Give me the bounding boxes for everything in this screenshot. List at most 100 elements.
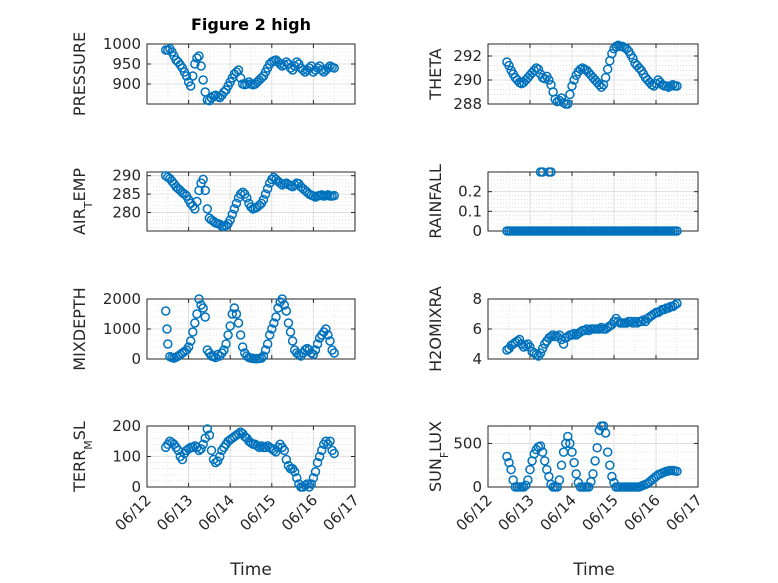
y-axis-label-theta: THETA [426, 48, 445, 100]
data-point [185, 336, 196, 346]
data-point [225, 215, 235, 225]
y-tick-label: 0 [131, 478, 141, 496]
data-point [177, 454, 188, 465]
y-tick-label: 0 [472, 222, 482, 240]
data-point [227, 209, 238, 220]
series-markers [160, 424, 339, 492]
data-point [300, 480, 310, 491]
data-point [267, 174, 277, 185]
data-point [569, 328, 579, 339]
data-point [323, 330, 333, 340]
y-axis-label-subscript: T [82, 201, 95, 209]
y-axis-label-air-temp: AIRTEMP [70, 168, 95, 235]
data-point [329, 190, 339, 201]
data-point [283, 318, 294, 328]
data-point [523, 475, 533, 485]
data-point [198, 303, 208, 313]
data-point [206, 445, 217, 456]
data-point [188, 71, 198, 81]
data-point [306, 479, 317, 489]
y-tick-label: 1000 [103, 35, 141, 53]
data-point [314, 451, 325, 462]
data-point [546, 167, 556, 177]
data-point [308, 473, 319, 483]
y-tick-label: 900 [112, 75, 141, 93]
data-point [196, 444, 206, 454]
y-axis-label-tail: LUX [426, 421, 445, 452]
data-point [558, 339, 569, 349]
data-point [279, 445, 290, 456]
y-tick-label: 1000 [103, 320, 141, 338]
data-point [325, 336, 335, 346]
data-point [204, 430, 215, 440]
data-point [514, 334, 525, 345]
data-point [325, 436, 335, 446]
data-point [260, 189, 271, 199]
data-point [200, 312, 210, 322]
data-point [594, 80, 605, 90]
data-point [235, 330, 246, 340]
series-markers [160, 44, 339, 106]
data-point [221, 339, 231, 349]
y-tick-label: 4 [472, 350, 482, 368]
y-tick-label: 0 [131, 350, 141, 368]
data-point [502, 451, 512, 462]
y-axis-label-sun-flux: SUNFLUX [426, 421, 451, 492]
data-point [600, 428, 611, 438]
data-point [539, 74, 550, 84]
data-point [323, 63, 333, 73]
data-point [223, 330, 233, 340]
axes-box [146, 43, 356, 105]
data-point [672, 466, 682, 477]
data-point [567, 330, 577, 340]
data-point [329, 63, 339, 73]
data-point [264, 330, 275, 340]
data-point [607, 48, 617, 59]
y-axis-label-mixdepth: MIXDEPTH [70, 287, 89, 370]
data-point [233, 318, 244, 328]
y-axis-label-tail: EMP [70, 168, 89, 202]
data-point [294, 349, 304, 360]
y-tick-label: 0 [472, 478, 482, 496]
data-point [225, 321, 235, 331]
y-tick-label: 285 [112, 185, 141, 203]
data-point [672, 81, 682, 91]
axes-box [487, 43, 699, 105]
data-point [242, 193, 252, 203]
subplot-theta: 288 290 292 THETA [426, 40, 699, 113]
data-point [229, 303, 240, 313]
data-point [316, 445, 327, 456]
data-point [188, 327, 198, 337]
y-tick-label: 290 [112, 167, 141, 185]
series-markers [502, 421, 682, 492]
y-tick-label: 2000 [103, 290, 141, 308]
data-point [584, 482, 594, 492]
y-tick-label: 0.1 [458, 202, 482, 220]
data-point [196, 61, 206, 71]
data-point [521, 480, 531, 491]
data-point [565, 438, 575, 449]
data-point [190, 59, 200, 69]
data-point [329, 448, 339, 459]
y-axis-label-main: THETA [426, 48, 445, 100]
data-point [525, 464, 535, 475]
y-axis-label-subscript: F [438, 452, 451, 458]
data-point [596, 82, 607, 92]
y-tick-label: 8 [472, 290, 482, 308]
y-axis-label-terr-msl: TERRMSL [70, 421, 95, 493]
data-point [535, 441, 546, 451]
data-point [550, 94, 560, 104]
data-point [312, 339, 323, 349]
data-point [672, 226, 682, 236]
data-point [292, 473, 302, 483]
data-point [298, 65, 308, 75]
data-point [198, 75, 208, 85]
y-axis-label-main: RAINFALL [426, 164, 445, 239]
y-axis-label-h2omixra: H2OMIXRA [426, 286, 445, 372]
data-point [185, 81, 196, 91]
data-point [281, 454, 292, 465]
data-point [321, 324, 331, 334]
data-point [269, 318, 279, 328]
data-point [554, 475, 565, 485]
data-point [212, 349, 223, 360]
